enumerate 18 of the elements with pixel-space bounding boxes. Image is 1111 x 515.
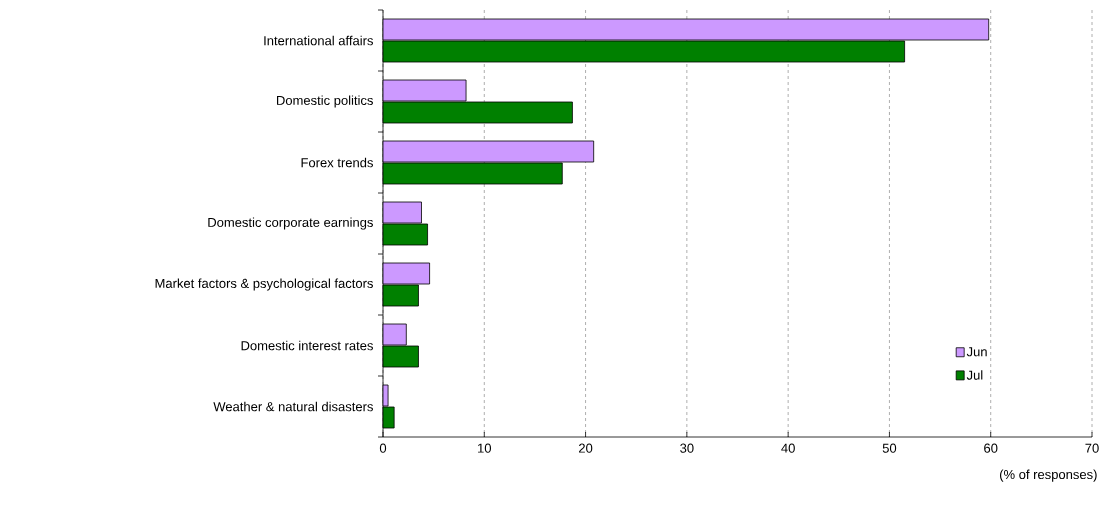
y-tick-label: Domestic politics (277, 95, 373, 108)
y-tick-label: Forex trends (301, 157, 373, 168)
y-tick-label: Domestic corporate earnings (208, 217, 373, 230)
x-tick-label: 40 (781, 443, 795, 453)
x-tick-label: 0 (379, 443, 387, 453)
x-tick-label: 20 (579, 443, 593, 453)
x-tick-label: 60 (984, 443, 998, 453)
x-axis-title: (% of responses) (1000, 469, 1097, 482)
x-tick-label: 70 (1085, 443, 1099, 453)
legend-label: Jun (966, 347, 987, 357)
x-tick-label: 50 (882, 443, 897, 453)
legend-label: Jul (966, 370, 983, 380)
y-tick-label: Weather & natural disasters (213, 401, 373, 412)
y-tick-label: Domestic interest rates (241, 340, 373, 351)
y-tick-label: International affairs (264, 35, 373, 46)
x-tick-label: 10 (478, 443, 492, 453)
y-tick-label: Market factors & psychological factors (155, 278, 373, 291)
x-tick-label: 30 (680, 443, 694, 453)
